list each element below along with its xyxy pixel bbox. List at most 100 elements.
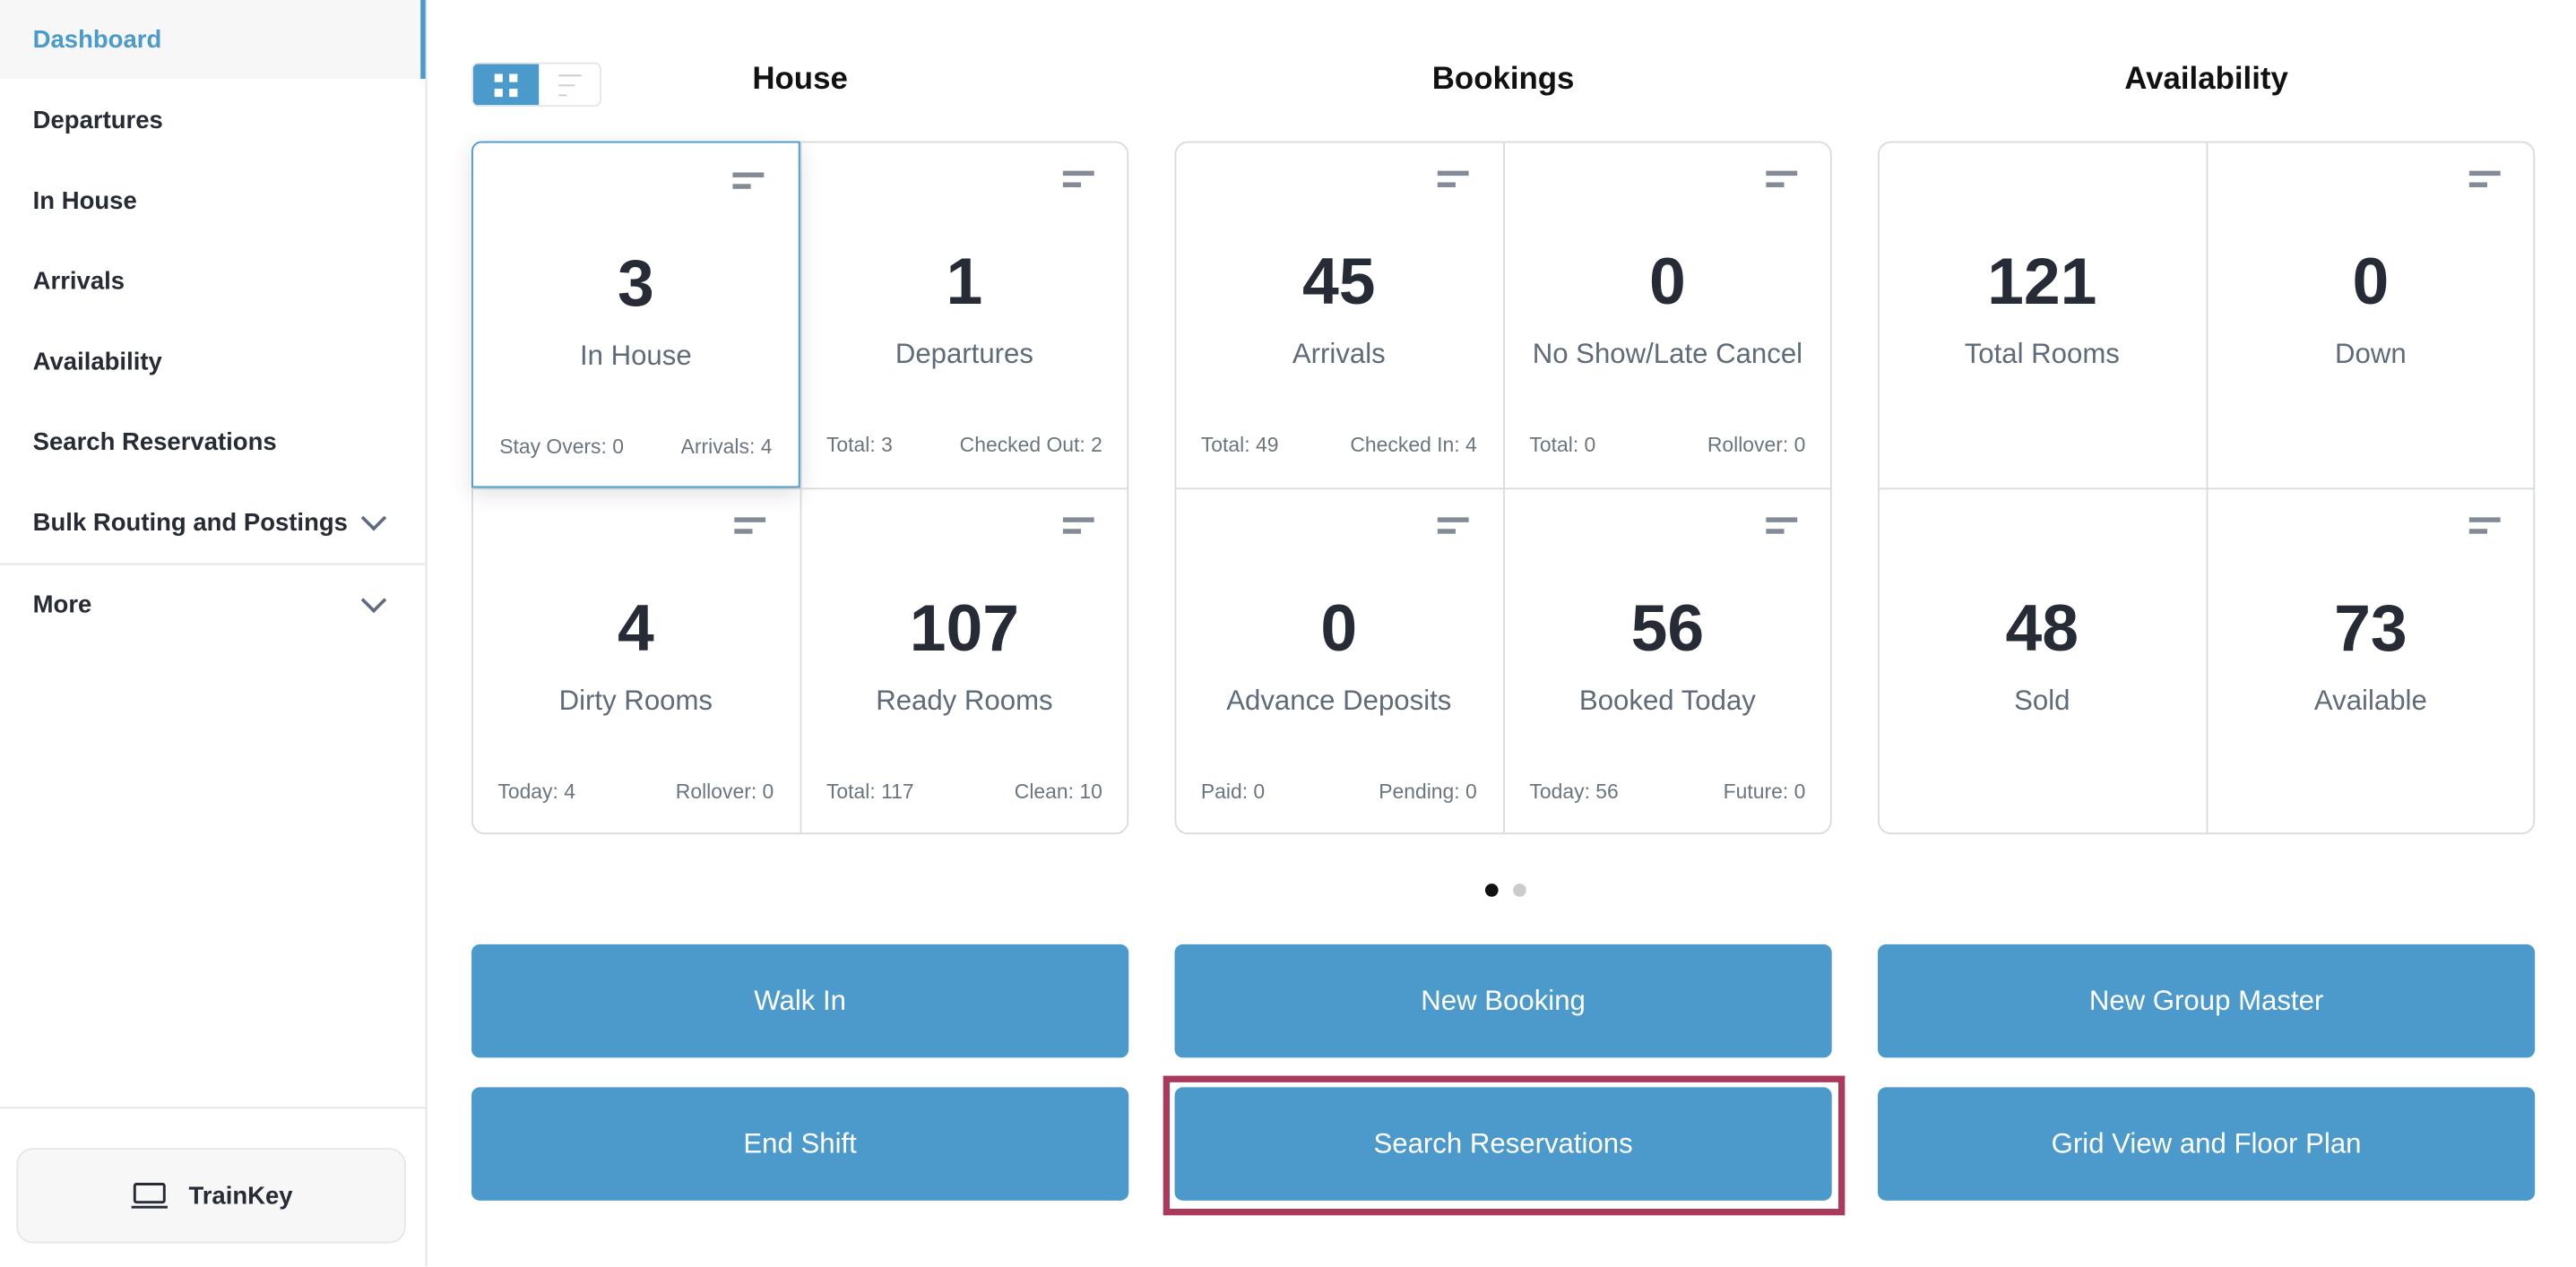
divider (0, 1107, 426, 1109)
grid-view-button[interactable] (472, 64, 540, 106)
sidebar-item-label: Arrivals (32, 266, 125, 296)
section-title: Availability (2124, 62, 2288, 98)
sort-menu-icon[interactable] (1766, 517, 1798, 537)
stat-label: In House (579, 340, 692, 372)
divider (1879, 487, 2534, 490)
stat-footer-right: Pending: 0 (1379, 780, 1477, 804)
stat-card[interactable]: 4 Dirty Rooms Today: 4 Rollover: 0 (471, 487, 800, 834)
trainkey-label: TrainKey (188, 1181, 293, 1210)
new-group-master-button[interactable]: New Group Master (1878, 944, 2536, 1058)
sidebar-item-in-house[interactable]: In House (0, 161, 426, 240)
stat-card[interactable]: 0 Down (2207, 142, 2536, 488)
stat-label: Dirty Rooms (558, 685, 713, 717)
sidebar-item-label: In House (32, 186, 137, 215)
laptop-icon (131, 1183, 168, 1209)
stat-value: 0 (2352, 246, 2390, 319)
stat-value: 107 (909, 592, 1020, 666)
stat-value: 56 (1630, 592, 1705, 666)
stat-value: 48 (2005, 592, 2079, 666)
stat-card[interactable]: 3 In House Stay Overs: 0 Arrivals: 4 (471, 141, 800, 488)
stat-value: 1 (946, 246, 983, 319)
stat-footer-left: Total: 117 (826, 780, 914, 804)
end-shift-button[interactable]: End Shift (471, 1087, 1129, 1201)
sort-menu-icon[interactable] (1062, 517, 1094, 537)
sidebar: Dashboard Departures In House Arrivals A… (0, 0, 428, 1267)
stat-card[interactable]: 73 Available (2207, 487, 2536, 834)
stat-value: 0 (1649, 246, 1686, 319)
sidebar-item-label: Departures (32, 106, 163, 134)
sidebar-item-bulk-routing[interactable]: Bulk Routing and Postings (0, 483, 426, 562)
sidebar-item-label: Availability (32, 347, 162, 375)
stat-label: Booked Today (1578, 685, 1756, 717)
stat-value: 0 (1320, 592, 1358, 666)
divider (800, 142, 802, 833)
sort-menu-icon[interactable] (732, 172, 765, 192)
walk-in-button[interactable]: Walk In (471, 944, 1129, 1058)
section-grid: 45 Arrivals Total: 49 Checked In: 4 0 No Show… (1174, 141, 1832, 835)
sidebar-item-label: Bulk Routing and Postings (32, 508, 348, 537)
section-grid: 3 In House Stay Overs: 0 Arrivals: 4 1 Depart… (471, 141, 1129, 835)
divider (1176, 487, 1830, 490)
section-title: Bookings (1431, 62, 1575, 98)
stat-value: 73 (2334, 592, 2407, 666)
sort-menu-icon[interactable] (1437, 170, 1469, 191)
sidebar-item-departures[interactable]: Departures (0, 81, 426, 159)
pager-dot[interactable] (1513, 883, 1526, 897)
stat-card[interactable]: 0 No Show/Late Cancel Total: 0 Rollover: 0 (1503, 142, 1832, 488)
stat-label: Available (2313, 685, 2427, 717)
list-icon (558, 73, 581, 96)
divider (472, 487, 1128, 490)
stat-card[interactable]: 121 Total Rooms (1878, 142, 2207, 488)
stat-label: Departures (895, 338, 1033, 370)
sort-menu-icon[interactable] (2468, 170, 2501, 191)
stat-footer-right: Checked Out: 2 (959, 433, 1102, 457)
stat-card[interactable]: 48 Sold (1878, 487, 2207, 834)
view-toggle (471, 62, 601, 108)
chevron-down-icon (360, 587, 387, 614)
sidebar-item-label: Dashboard (32, 25, 162, 54)
stat-card[interactable]: 107 Ready Rooms Total: 117 Clean: 10 (800, 487, 1129, 834)
trainkey-button[interactable]: TrainKey (16, 1148, 406, 1244)
divider (1503, 142, 1505, 833)
stat-footer-left: Stay Overs: 0 (499, 435, 625, 459)
stat-card[interactable]: 1 Departures Total: 3 Checked Out: 2 (800, 142, 1129, 488)
sort-menu-icon[interactable] (1062, 170, 1094, 191)
stat-footer-right: Rollover: 0 (675, 780, 774, 804)
stat-value: 4 (617, 592, 654, 666)
sidebar-item-search-reservations[interactable]: Search Reservations (0, 402, 426, 481)
stat-label: Down (2335, 338, 2407, 370)
section-grid: 121 Total Rooms 0 Down 48 Sold 73 Available (1878, 141, 2536, 835)
sidebar-item-more[interactable]: More (0, 565, 426, 644)
stat-label: Sold (2014, 685, 2070, 717)
stat-value: 121 (1987, 246, 2097, 319)
sidebar-item-arrivals[interactable]: Arrivals (0, 241, 426, 320)
new-booking-button[interactable]: New Booking (1174, 944, 1832, 1058)
grid-view-floor-plan-button[interactable]: Grid View and Floor Plan (1878, 1087, 2536, 1201)
pager-dot-active[interactable] (1484, 883, 1499, 897)
sort-menu-icon[interactable] (1766, 170, 1798, 191)
stat-footer-right: Rollover: 0 (1707, 433, 1806, 457)
stat-card[interactable]: 0 Advance Deposits Paid: 0 Pending: 0 (1175, 487, 1504, 834)
search-reservations-button[interactable]: Search Reservations (1174, 1087, 1832, 1201)
sort-menu-icon[interactable] (734, 517, 766, 537)
grid-icon (494, 73, 518, 97)
stat-card[interactable]: 45 Arrivals Total: 49 Checked In: 4 (1175, 142, 1504, 488)
chevron-down-icon (360, 505, 387, 531)
stat-footer-right: Clean: 10 (1014, 780, 1102, 804)
section-title: House (752, 62, 848, 98)
stat-label: Total Rooms (1964, 338, 2120, 370)
sort-menu-icon[interactable] (1437, 517, 1469, 537)
stat-label: Arrivals (1292, 338, 1386, 370)
stat-footer-left: Total: 0 (1529, 433, 1596, 457)
sidebar-item-dashboard[interactable]: Dashboard (0, 0, 426, 79)
stat-footer-right: Arrivals: 4 (680, 435, 773, 459)
stat-card[interactable]: 56 Booked Today Today: 56 Future: 0 (1503, 487, 1832, 834)
list-view-button[interactable] (539, 64, 600, 105)
sidebar-item-label: More (32, 590, 92, 619)
stat-label: Ready Rooms (876, 685, 1053, 717)
stat-footer-left: Paid: 0 (1200, 780, 1266, 804)
stat-footer-left: Today: 56 (1529, 780, 1619, 804)
divider (2206, 142, 2209, 833)
sort-menu-icon[interactable] (2468, 517, 2501, 537)
sidebar-item-availability[interactable]: Availability (0, 322, 426, 401)
